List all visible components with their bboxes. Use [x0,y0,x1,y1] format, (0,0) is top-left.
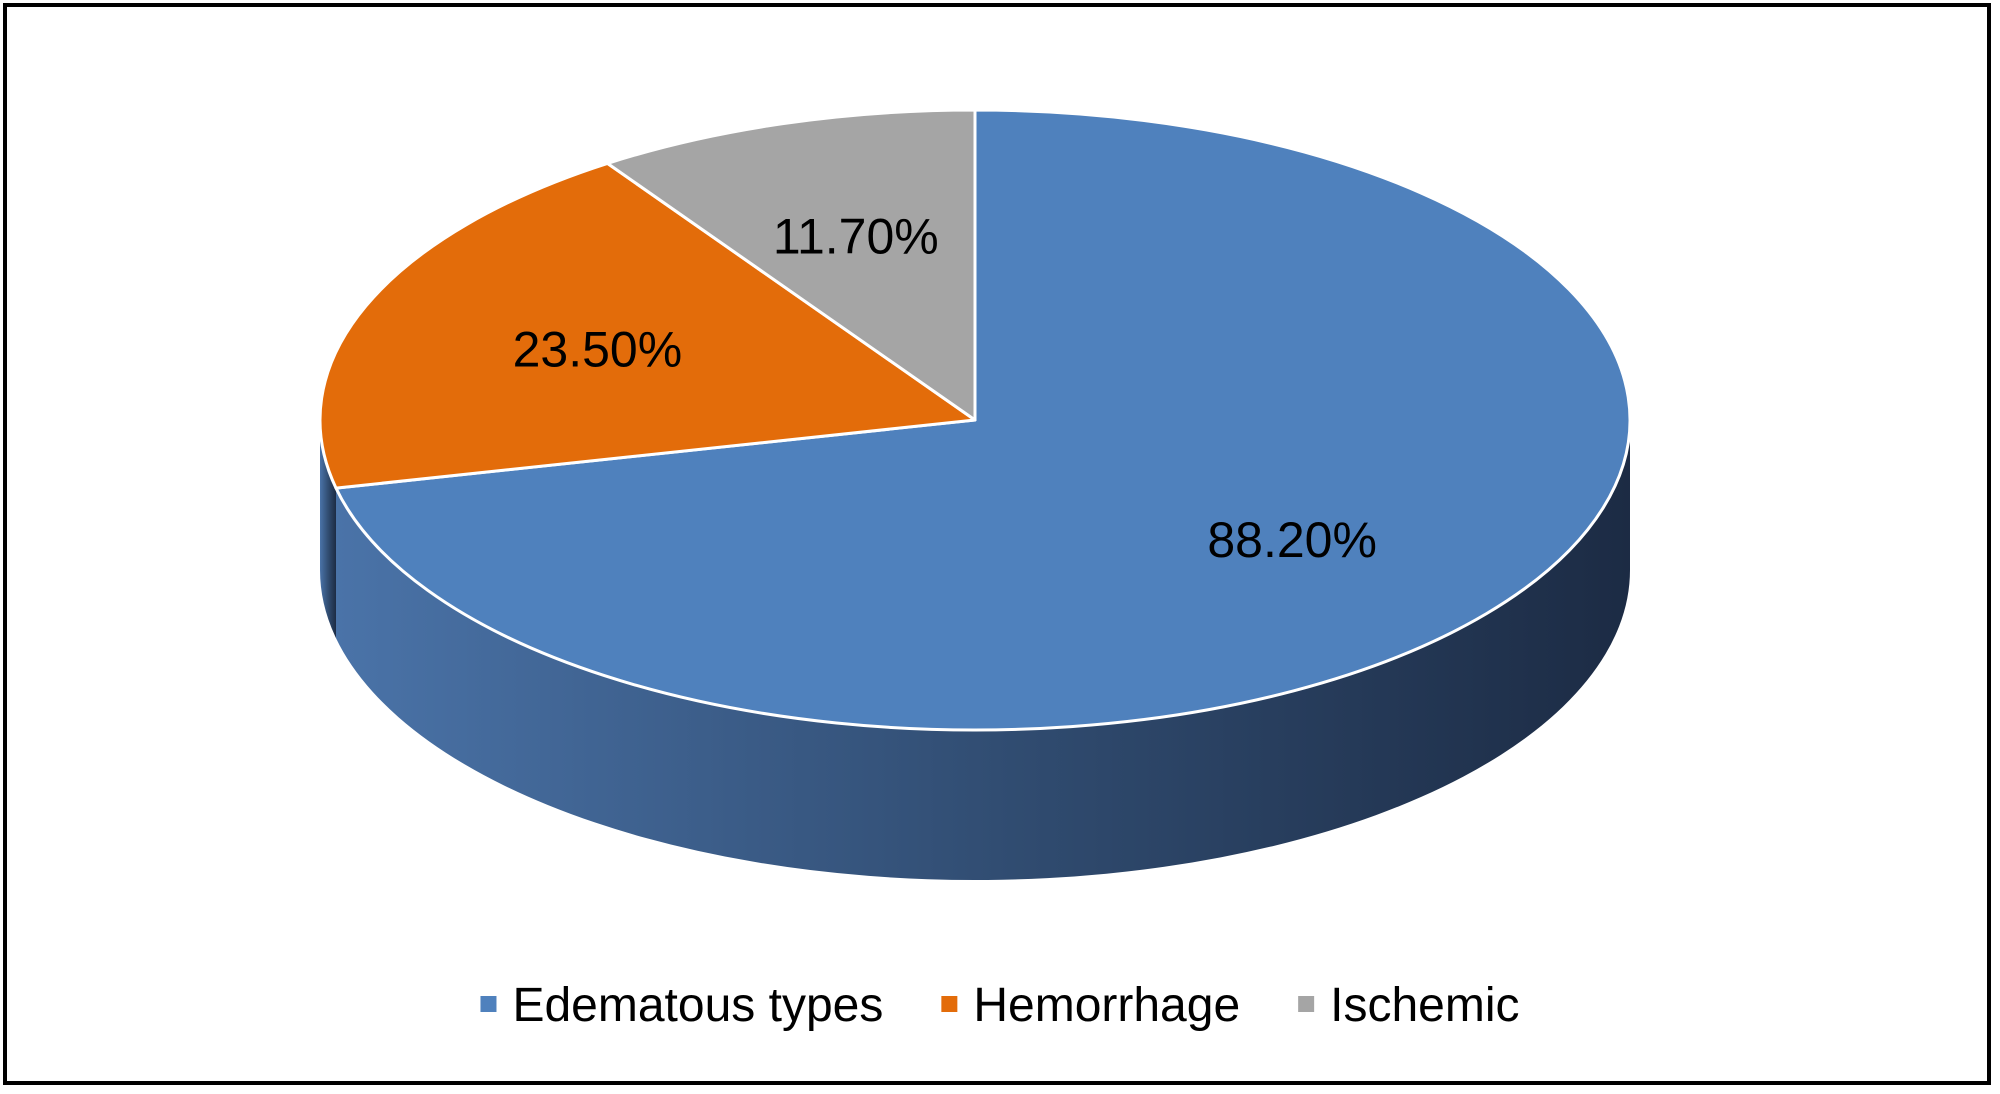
legend-swatch [1298,996,1315,1012]
legend-label: Hemorrhage [973,979,1240,1032]
legend-swatch [941,996,958,1012]
legend-label: Ischemic [1330,979,1519,1032]
data-label-hemorrhage: 23.50% [513,321,683,377]
data-label-ischemic: 11.70% [773,208,939,264]
pie-side-edematous-types [336,420,1630,880]
legend-label: Edematous types [512,979,883,1032]
legend-item-hemorrhage: Hemorrhage [941,979,1240,1032]
pie-top-layer [318,108,1632,732]
pie-slice-edematous-types [334,108,1632,732]
pie-side-hemorrhage [320,420,337,639]
pie-slice-ischemic [605,108,977,422]
legend-item-edematous-types: Edematous types [480,979,883,1032]
pie-label-layer: 88.20% 23.50% 11.70% [513,208,1377,568]
legend: Edematous types Hemorrhage Ischemic [480,979,1520,1032]
legend-swatch [480,996,497,1012]
legend-item-ischemic: Ischemic [1298,979,1520,1032]
pie-slice-hemorrhage [318,161,977,490]
pie-side-layer [320,420,1630,880]
data-label-edematous-types: 88.20% [1207,512,1377,568]
